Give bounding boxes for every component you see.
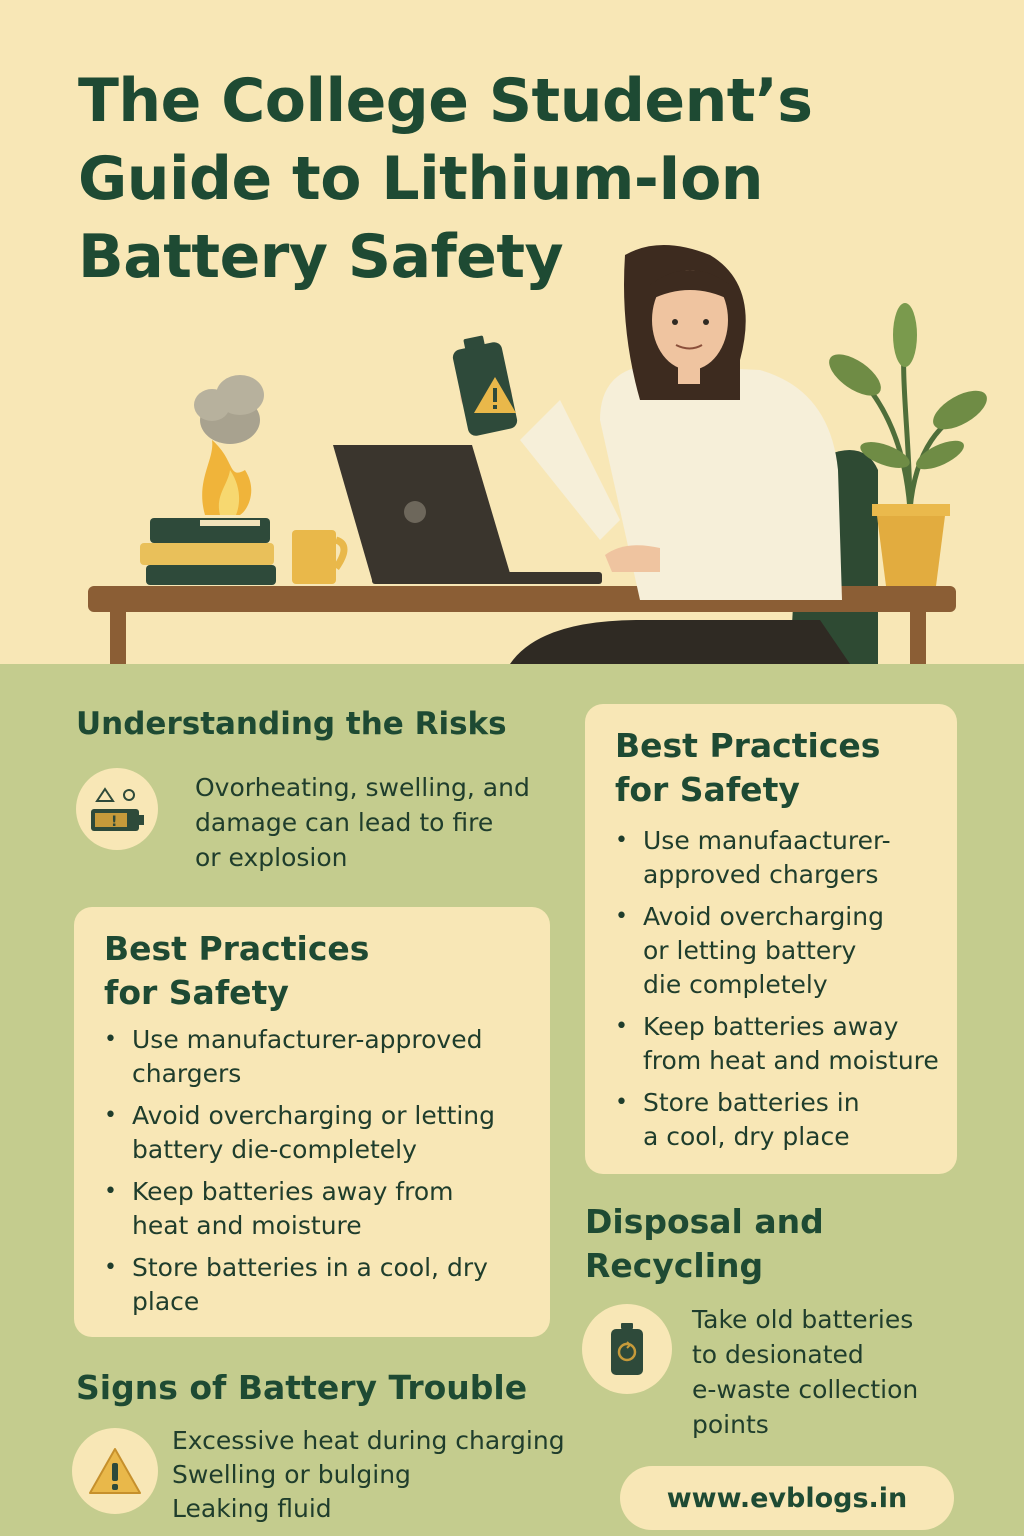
trouble-text-line: Swelling or bulging bbox=[172, 1460, 411, 1489]
best-practices-list: Use manufaacturer-approved chargers Avoi… bbox=[615, 824, 945, 1162]
recycle-battery-icon bbox=[582, 1304, 672, 1394]
heading-line: Best Practices bbox=[615, 726, 881, 765]
student-desk-illustration bbox=[88, 245, 987, 664]
best-practices-card-right: Best Practices for Safety Use manufaactu… bbox=[585, 704, 957, 1174]
heading-line: Best Practices bbox=[104, 929, 370, 968]
best-practices-heading: Best Practices for Safety bbox=[615, 724, 880, 812]
heading-line: Recycling bbox=[585, 1246, 764, 1285]
risks-heading: Understanding the Risks bbox=[76, 706, 507, 742]
disposal-text-line: e-waste collection bbox=[692, 1375, 919, 1404]
disposal-text: Take old batteries to desionated e-waste… bbox=[692, 1302, 918, 1442]
list-item: Use manufaacturer-approved chargers bbox=[615, 824, 945, 892]
svg-text:!: ! bbox=[111, 814, 117, 830]
title-line-1: The College Student’s bbox=[78, 66, 813, 136]
best-practices-heading: Best Practices for Safety bbox=[104, 927, 369, 1015]
trouble-text-line: Leaking fluid bbox=[172, 1494, 332, 1523]
best-practices-card-left: Best Practices for Safety Use manufactur… bbox=[74, 907, 550, 1337]
trouble-heading: Signs of Battery Trouble bbox=[76, 1368, 528, 1407]
heading-line: for Safety bbox=[104, 973, 289, 1012]
disposal-text-line: to desionated bbox=[692, 1340, 864, 1369]
trouble-text: Excessive heat during charging Swelling … bbox=[172, 1424, 565, 1526]
risks-text-line: damage can lead to fire bbox=[195, 808, 494, 837]
plant-icon bbox=[829, 303, 987, 586]
battery-warning-icon bbox=[452, 335, 518, 436]
disposal-text-line: Take old batteries bbox=[692, 1305, 914, 1334]
disposal-text-line: points bbox=[692, 1410, 769, 1439]
warning-triangle-icon bbox=[72, 1428, 158, 1514]
battery-warning-icon: ! bbox=[76, 768, 158, 850]
risks-text-line: or explosion bbox=[195, 843, 348, 872]
hero-section: The College Student’s Guide to Lithium-I… bbox=[0, 0, 1024, 664]
website-link[interactable]: www.evblogs.in bbox=[620, 1466, 954, 1530]
page-title: The College Student’s Guide to Lithium-I… bbox=[78, 62, 838, 296]
title-line-3: Battery Safety bbox=[78, 222, 564, 292]
risks-text-line: Ovorheating, swelling, and bbox=[195, 773, 530, 802]
heading-line: for Safety bbox=[615, 770, 800, 809]
list-item: Store batteries ina cool, dry place bbox=[615, 1086, 945, 1154]
disposal-heading: Disposal and Recycling bbox=[585, 1200, 824, 1288]
title-line-2: Guide to Lithium-Ion bbox=[78, 144, 764, 214]
heading-line: Disposal and bbox=[585, 1202, 824, 1241]
trouble-text-line: Excessive heat during charging bbox=[172, 1426, 565, 1455]
risks-text: Ovorheating, swelling, and damage can le… bbox=[195, 770, 530, 875]
